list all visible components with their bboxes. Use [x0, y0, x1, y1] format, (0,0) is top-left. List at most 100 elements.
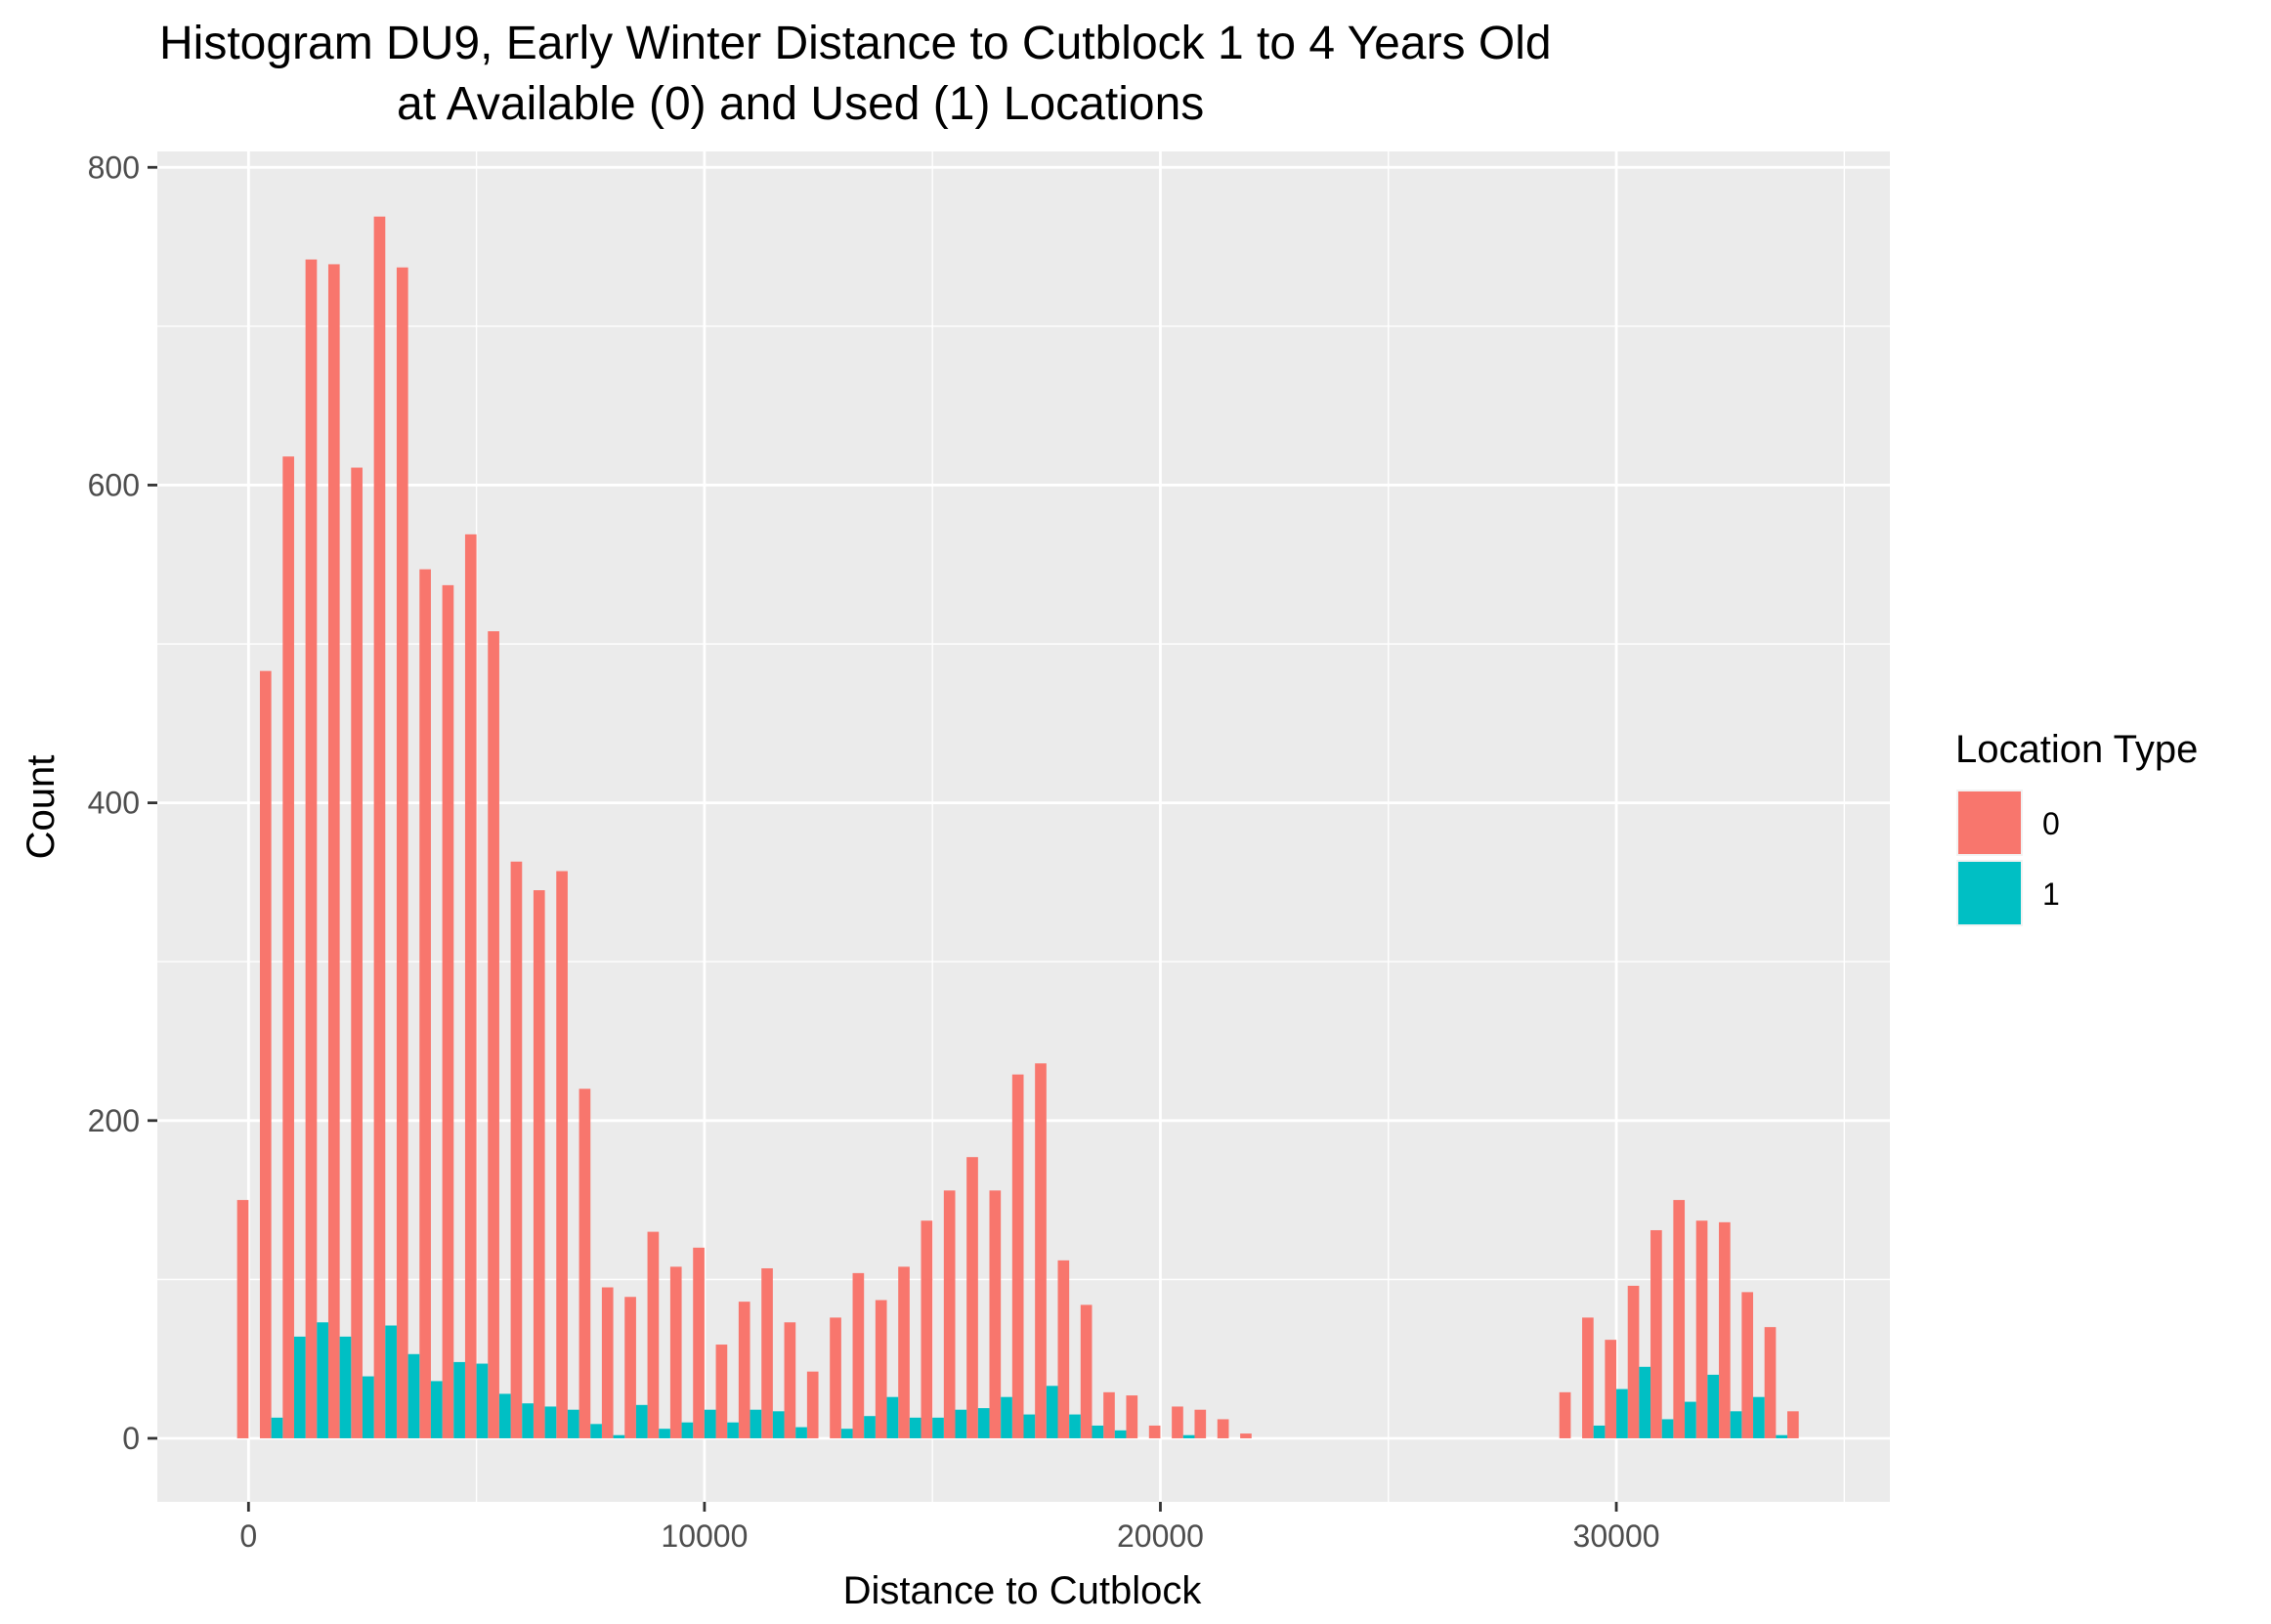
- bar-series-1: [1023, 1414, 1036, 1438]
- bar-series-1: [1685, 1401, 1696, 1438]
- legend-label-1: 1: [2042, 876, 2060, 912]
- bar-series-0: [647, 1231, 660, 1438]
- bar-series-1: [453, 1361, 465, 1438]
- bar-series-0: [738, 1302, 750, 1438]
- bar-series-0: [966, 1157, 978, 1438]
- bar-series-1: [886, 1396, 899, 1438]
- bar-series-0: [1559, 1391, 1571, 1438]
- bar-series-1: [293, 1336, 306, 1438]
- bar-series-0: [1695, 1220, 1708, 1438]
- bar-series-0: [715, 1345, 728, 1438]
- bar-series-0: [1627, 1285, 1640, 1438]
- bar-series-1: [1069, 1414, 1081, 1438]
- bar-series-1: [1092, 1425, 1104, 1438]
- bar-series-1: [407, 1353, 420, 1438]
- bar-series-1: [1730, 1411, 1742, 1438]
- bar-series-1: [339, 1336, 352, 1438]
- y-tick-label: 600: [88, 467, 140, 502]
- bar-series-0: [533, 890, 545, 1438]
- bar-series-0: [1080, 1304, 1093, 1438]
- bar-series-1: [430, 1381, 443, 1438]
- bar-series-1: [909, 1417, 921, 1438]
- bar-series-0: [1673, 1200, 1686, 1438]
- bar-series-0: [1011, 1074, 1024, 1438]
- bar-series-1: [659, 1429, 670, 1438]
- bar-series-0: [852, 1272, 865, 1438]
- bar-series-0: [1764, 1327, 1777, 1438]
- bar-series-0: [1035, 1063, 1047, 1438]
- bar-series-1: [1046, 1386, 1058, 1438]
- y-tick-label: 400: [88, 786, 140, 821]
- bar-series-0: [259, 670, 272, 1438]
- legend-label-0: 0: [2042, 806, 2060, 841]
- minor-gridlines: [157, 151, 1890, 1502]
- chart-subtitle: at Available (0) and Used (1) Locations: [397, 78, 1204, 130]
- bar-series-0: [282, 456, 294, 1438]
- bar-series-1: [362, 1376, 374, 1438]
- bar-series-0: [669, 1266, 682, 1438]
- bar-series-0: [305, 259, 318, 1438]
- bar-series-1: [795, 1427, 807, 1438]
- bar-series-1: [544, 1406, 557, 1438]
- bar-series-0: [1650, 1229, 1662, 1438]
- bar-series-0: [510, 861, 523, 1438]
- bar-series-1: [498, 1393, 511, 1438]
- bar-series-0: [601, 1287, 614, 1438]
- bar-series-0: [396, 267, 408, 1438]
- bar-series-1: [385, 1325, 397, 1438]
- bar-series-1: [1639, 1366, 1651, 1438]
- bar-series-1: [681, 1422, 694, 1438]
- bar-series-0: [624, 1297, 636, 1438]
- bar-series-1: [635, 1404, 648, 1438]
- bar-series-1: [864, 1416, 876, 1438]
- bar-series-1: [704, 1409, 716, 1438]
- bar-series-0: [761, 1267, 773, 1438]
- bar-series-0: [578, 1089, 591, 1438]
- bar-series-0: [373, 216, 386, 1438]
- bar-series-0: [327, 264, 340, 1438]
- bar-series-1: [932, 1417, 944, 1438]
- bar-series-1: [476, 1363, 489, 1438]
- x-tick-label: 30000: [1573, 1518, 1660, 1554]
- bar-series-0: [784, 1322, 796, 1438]
- bar-series-0: [1582, 1317, 1594, 1438]
- y-tick-label: 200: [88, 1103, 140, 1138]
- bar-series-0: [943, 1190, 956, 1438]
- bar-series-0: [875, 1300, 887, 1438]
- bar-series-0: [236, 1200, 249, 1438]
- bar-series-0: [1057, 1260, 1070, 1438]
- x-tick-label: 20000: [1117, 1518, 1204, 1554]
- bar-series-0: [1103, 1391, 1115, 1438]
- bar-series-0: [1787, 1411, 1799, 1438]
- bar-series-1: [955, 1409, 967, 1438]
- bar-series-1: [1776, 1434, 1788, 1438]
- bar-series-0: [1126, 1395, 1138, 1438]
- bar-series-1: [750, 1409, 762, 1438]
- bar-series-0: [351, 467, 363, 1438]
- bar-series-0: [1172, 1406, 1183, 1438]
- bar-series-0: [1217, 1419, 1229, 1438]
- bar-series-0: [442, 584, 454, 1438]
- bar-series-0: [989, 1190, 1002, 1438]
- y-axis-title: Count: [20, 755, 63, 860]
- bar-series-1: [567, 1409, 579, 1438]
- bars: [236, 216, 1799, 1438]
- bar-series-1: [977, 1408, 990, 1438]
- legend-key-0: [1958, 791, 2021, 854]
- bar-series-0: [464, 534, 477, 1438]
- bar-series-0: [1741, 1292, 1754, 1438]
- bar-series-0: [693, 1247, 705, 1438]
- x-axis-title: Distance to Cutblock: [843, 1569, 1203, 1612]
- x-axis: 0 10000 20000 30000: [239, 1502, 1660, 1554]
- bar-series-1: [522, 1403, 534, 1438]
- bar-series-1: [590, 1424, 602, 1438]
- bar-series-1: [1661, 1419, 1674, 1438]
- bar-series-1: [1114, 1430, 1127, 1438]
- y-tick-label: 0: [122, 1421, 140, 1456]
- bar-series-0: [830, 1317, 841, 1438]
- bar-series-1: [727, 1422, 739, 1438]
- bar-series-0: [1240, 1433, 1252, 1438]
- bar-series-0: [898, 1266, 910, 1438]
- bar-series-1: [1753, 1396, 1765, 1438]
- bar-series-1: [1001, 1396, 1012, 1438]
